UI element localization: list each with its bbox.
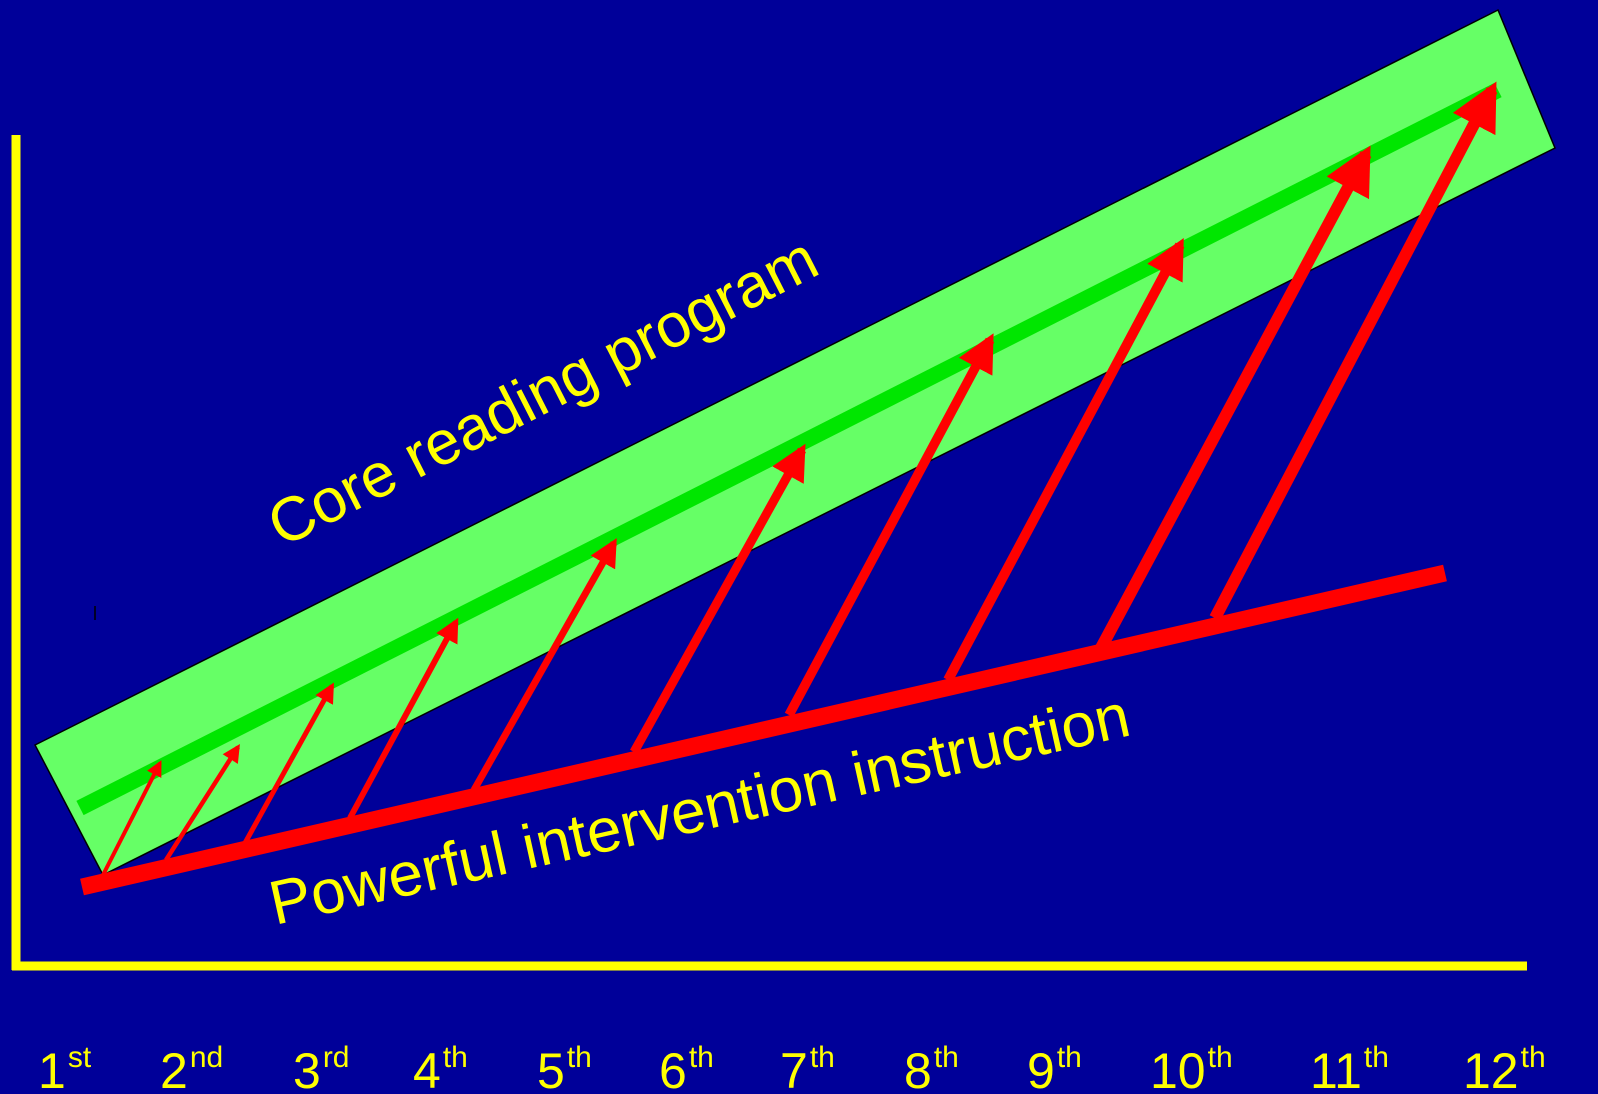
growth-arrow-3 [242, 682, 335, 845]
grade-label-7: 7th [780, 1041, 835, 1094]
grade-label-1: 1st [38, 1041, 92, 1094]
grade-label-8: 8th [904, 1041, 959, 1094]
growth-arrow-9 [1095, 145, 1372, 651]
intervention-baseline [80, 564, 1447, 896]
grade-label-4: 4th [413, 1041, 468, 1094]
grade-label-12: 12th [1463, 1041, 1546, 1094]
growth-arrow-5 [470, 538, 618, 792]
grade-label-2: 2nd [160, 1041, 223, 1094]
grade-label-3: 3rd [293, 1041, 350, 1094]
growth-arrow-6 [630, 443, 806, 755]
growth-arrows [101, 81, 1498, 876]
growth-arrow-4 [347, 617, 459, 820]
growth-arrow-10 [1209, 81, 1498, 621]
grade-label-5: 5th [537, 1041, 592, 1094]
core-program-line [76, 82, 1502, 816]
grade-labels: 1st 2nd 3rd 4th 5th 6th 7th 8th 9th 10th 11th 12th [38, 1041, 1546, 1094]
grade-label-6: 6th [659, 1041, 714, 1094]
grade-label-11: 11th [1310, 1041, 1389, 1094]
growth-arrow-8 [943, 237, 1185, 683]
growth-arrow-7 [784, 333, 995, 718]
grade-label-10: 10th [1150, 1041, 1233, 1094]
growth-arrow-1 [101, 760, 162, 876]
growth-arrow-2 [164, 743, 240, 862]
grade-label-9: 9th [1027, 1041, 1082, 1094]
